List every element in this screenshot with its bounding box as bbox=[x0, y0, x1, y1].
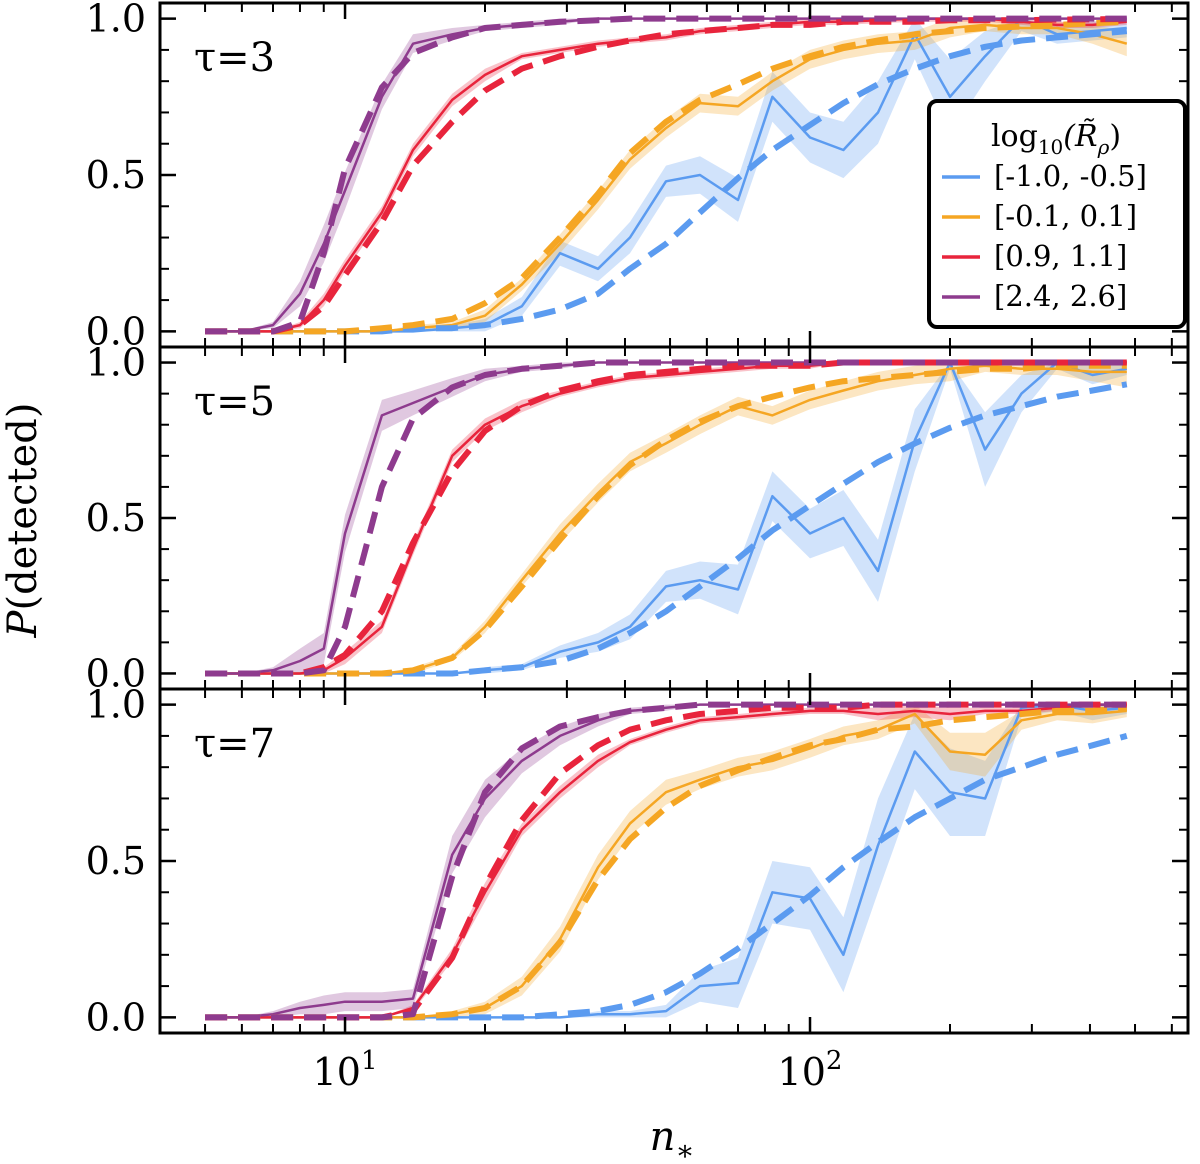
ticks bbox=[159, 347, 1188, 689]
legend: log10(R̃ρ) [-1.0, -0.5] [-0.1, 0.1] [0.9, … bbox=[927, 99, 1187, 329]
fit-line-series-2 bbox=[205, 704, 1128, 1021]
fit-line-series-2 bbox=[205, 362, 1127, 677]
panel-2: 0.0 0.5 1.0 τ=5 bbox=[86, 341, 1190, 695]
x-tick-label: 101 bbox=[313, 1046, 378, 1094]
fit-line-series-4 bbox=[205, 701, 1127, 1021]
fit-line-series-1 bbox=[205, 733, 1128, 1021]
band-series-4 bbox=[205, 18, 1127, 332]
tau-annotation: τ=7 bbox=[194, 721, 275, 767]
legend-label: [2.4, 2.6] bbox=[994, 279, 1127, 313]
fit-line-series-4 bbox=[205, 359, 1127, 677]
simulated-line-series-3 bbox=[205, 703, 1127, 1019]
y-tick-label: 0.5 bbox=[86, 839, 146, 883]
plot-area bbox=[205, 701, 1128, 1021]
x-axis-label: n∗ bbox=[650, 1114, 695, 1164]
legend-label: [-0.1, 0.1] bbox=[994, 199, 1137, 233]
y-tick-label: 0.0 bbox=[86, 995, 146, 1039]
y-tick-label: 0.5 bbox=[86, 153, 146, 197]
legend-title: log10(R̃ρ) bbox=[991, 119, 1121, 159]
legend-label: [-1.0, -0.5] bbox=[994, 159, 1147, 193]
panel-frame bbox=[158, 345, 1190, 691]
panel-frame bbox=[158, 687, 1190, 1035]
legend-entry: [-1.0, -0.5] bbox=[942, 159, 1147, 193]
plot-area bbox=[205, 359, 1128, 677]
fit-line-series-1 bbox=[205, 381, 1128, 677]
y-tick-label: 1.0 bbox=[86, 683, 146, 727]
tau-annotation: τ=5 bbox=[194, 379, 275, 425]
ticks bbox=[159, 689, 1188, 1033]
band-series-1 bbox=[205, 362, 1127, 674]
x-tick-label: 102 bbox=[778, 1046, 843, 1094]
legend-entries: [-1.0, -0.5] [-0.1, 0.1] [0.9, 1.1] [2.4, 2… bbox=[942, 159, 1147, 313]
y-tick-label: 1.0 bbox=[86, 0, 146, 41]
legend-entry: [-0.1, 0.1] bbox=[942, 199, 1137, 233]
y-tick-label: 0.0 bbox=[86, 309, 146, 353]
band-series-1 bbox=[205, 704, 1127, 1018]
fit-line-series-3 bbox=[205, 359, 1127, 677]
legend-label: [0.9, 1.1] bbox=[994, 239, 1127, 273]
fit-line-series-1 bbox=[205, 28, 1128, 335]
y-tick-label: 0.0 bbox=[86, 651, 146, 695]
panels: 0.0 0.5 1.0 τ=3 0.0 0.5 1.0 τ=5 0.0 0.5 1.0 τ=7 101 1… bbox=[86, 0, 1190, 1094]
panel-1: 0.0 0.5 1.0 τ=3 bbox=[86, 0, 1190, 353]
simulated-line-series-2 bbox=[205, 23, 1128, 333]
y-tick-label: 0.5 bbox=[86, 496, 146, 540]
legend-entry: [0.9, 1.1] bbox=[942, 239, 1127, 273]
plot-area bbox=[205, 15, 1128, 335]
fit-line-series-3 bbox=[205, 15, 1127, 335]
legend-entry: [2.4, 2.6] bbox=[942, 279, 1127, 313]
fit-line-series-2 bbox=[205, 18, 1127, 335]
y-tick-label: 1.0 bbox=[86, 341, 146, 385]
tau-annotation: τ=3 bbox=[194, 35, 275, 81]
panel-3: 0.0 0.5 1.0 τ=7 101 102 bbox=[86, 683, 1190, 1094]
fit-line-series-4 bbox=[205, 15, 1127, 335]
fit-line-series-3 bbox=[205, 701, 1127, 1021]
band-series-1 bbox=[205, 18, 1127, 332]
y-axis-label: P(detected) bbox=[0, 403, 46, 639]
legend-frame bbox=[927, 99, 1187, 329]
